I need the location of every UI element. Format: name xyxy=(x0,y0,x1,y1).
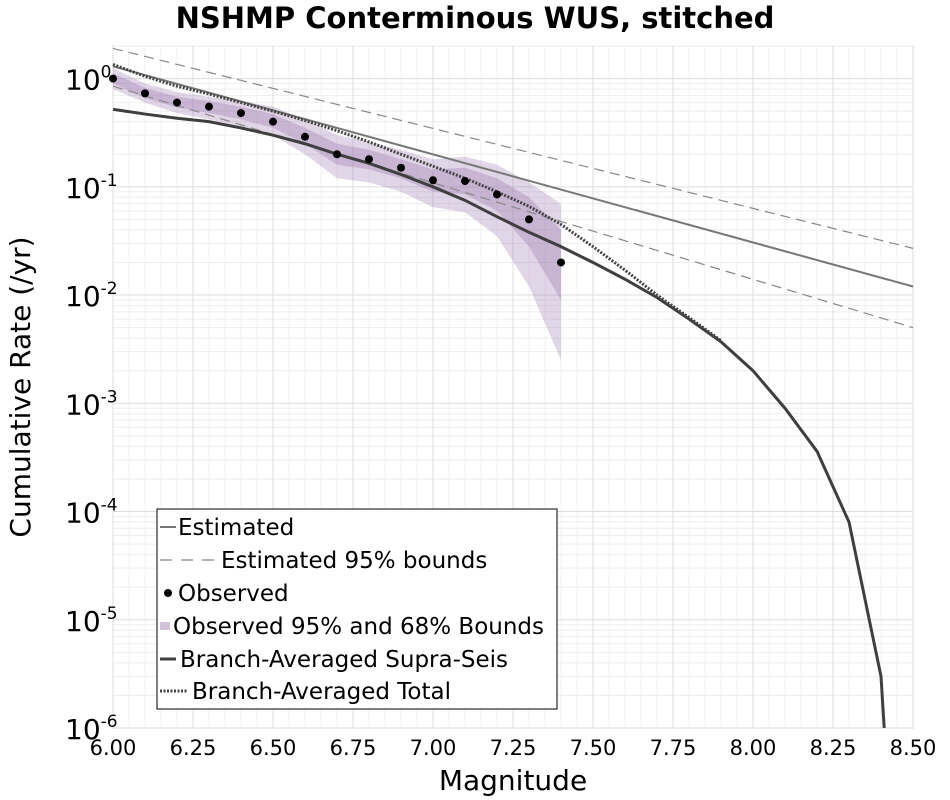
observed-point xyxy=(461,177,469,186)
observed-point xyxy=(365,155,373,164)
legend-swatch-observed xyxy=(164,589,172,597)
observed-point xyxy=(205,102,213,111)
estimated-95-bound-line xyxy=(112,47,914,249)
x-tick-label: 8.50 xyxy=(890,736,937,760)
observed-point xyxy=(109,74,117,83)
y-axis-ticks: 100 10-1 10-2 10-3 10-4 10-5 10-6 xyxy=(65,63,118,746)
x-tick-label: 6.00 xyxy=(90,736,137,760)
x-tick-label: 6.25 xyxy=(170,736,217,760)
chart-title: NSHMP Conterminous WUS, stitched xyxy=(176,1,775,35)
y-tick-label: 10-3 xyxy=(65,387,118,421)
legend-label: Observed xyxy=(178,581,289,607)
observed-bounds-band xyxy=(113,68,561,361)
x-tick-label: 8.00 xyxy=(730,736,777,760)
observed-point xyxy=(237,109,245,118)
x-tick-label: 8.25 xyxy=(810,736,857,760)
observed-point xyxy=(397,163,405,172)
x-axis-ticks: 6.00 6.25 6.50 6.75 7.00 7.25 7.50 7.75 8.00 8.25… xyxy=(90,736,937,760)
branch-averaged-supra-seis-line xyxy=(112,107,886,729)
x-tick-label: 7.50 xyxy=(570,736,617,760)
observed-point xyxy=(269,117,277,126)
y-tick-label: 10-2 xyxy=(65,279,118,313)
y-tick-label: 10-5 xyxy=(65,604,118,638)
observed-point xyxy=(429,176,437,185)
x-tick-label: 6.50 xyxy=(250,736,297,760)
legend-items: Estimated Estimated 95% bounds Observed Obs… xyxy=(160,515,544,705)
legend-label: Estimated 95% bounds xyxy=(221,548,487,574)
series-lines xyxy=(112,47,914,729)
x-tick-label: 7.25 xyxy=(490,736,537,760)
legend-label: Estimated xyxy=(178,515,294,541)
observed-point xyxy=(333,150,341,159)
legend-label: Branch-Averaged Total xyxy=(192,679,451,705)
branch-averaged-total-line xyxy=(112,63,722,342)
observed-point xyxy=(493,190,501,199)
observed-point xyxy=(557,258,565,267)
estimated-95-bound-line xyxy=(112,85,914,329)
observed-point xyxy=(141,89,149,98)
x-tick-label: 6.75 xyxy=(330,736,377,760)
grid-major xyxy=(112,46,914,729)
legend-box xyxy=(156,508,558,710)
y-tick-label: 10-6 xyxy=(65,712,118,746)
x-tick-label: 7.75 xyxy=(650,736,697,760)
observed-point xyxy=(525,215,533,224)
observed-68-band xyxy=(113,73,561,301)
observed-95-band xyxy=(113,68,561,361)
y-tick-label: 10-1 xyxy=(65,171,118,205)
observed-point xyxy=(173,98,181,107)
x-tick-label: 7.00 xyxy=(410,736,457,760)
observed-points xyxy=(109,74,565,267)
observed-point xyxy=(301,132,309,141)
x-axis-label: Magnitude xyxy=(439,764,587,797)
y-tick-label: 10-4 xyxy=(65,496,118,530)
y-axis-label: Cumulative Rate (/yr) xyxy=(4,236,37,537)
legend-swatch-observed-bounds xyxy=(160,622,170,630)
estimated-line xyxy=(112,65,914,288)
legend-label: Branch-Averaged Supra-Seis xyxy=(180,647,508,673)
legend-label: Observed 95% and 68% Bounds xyxy=(173,614,544,640)
legend: Estimated Estimated 95% bounds Observed Obs… xyxy=(156,508,558,710)
y-tick-label: 100 xyxy=(65,63,111,97)
